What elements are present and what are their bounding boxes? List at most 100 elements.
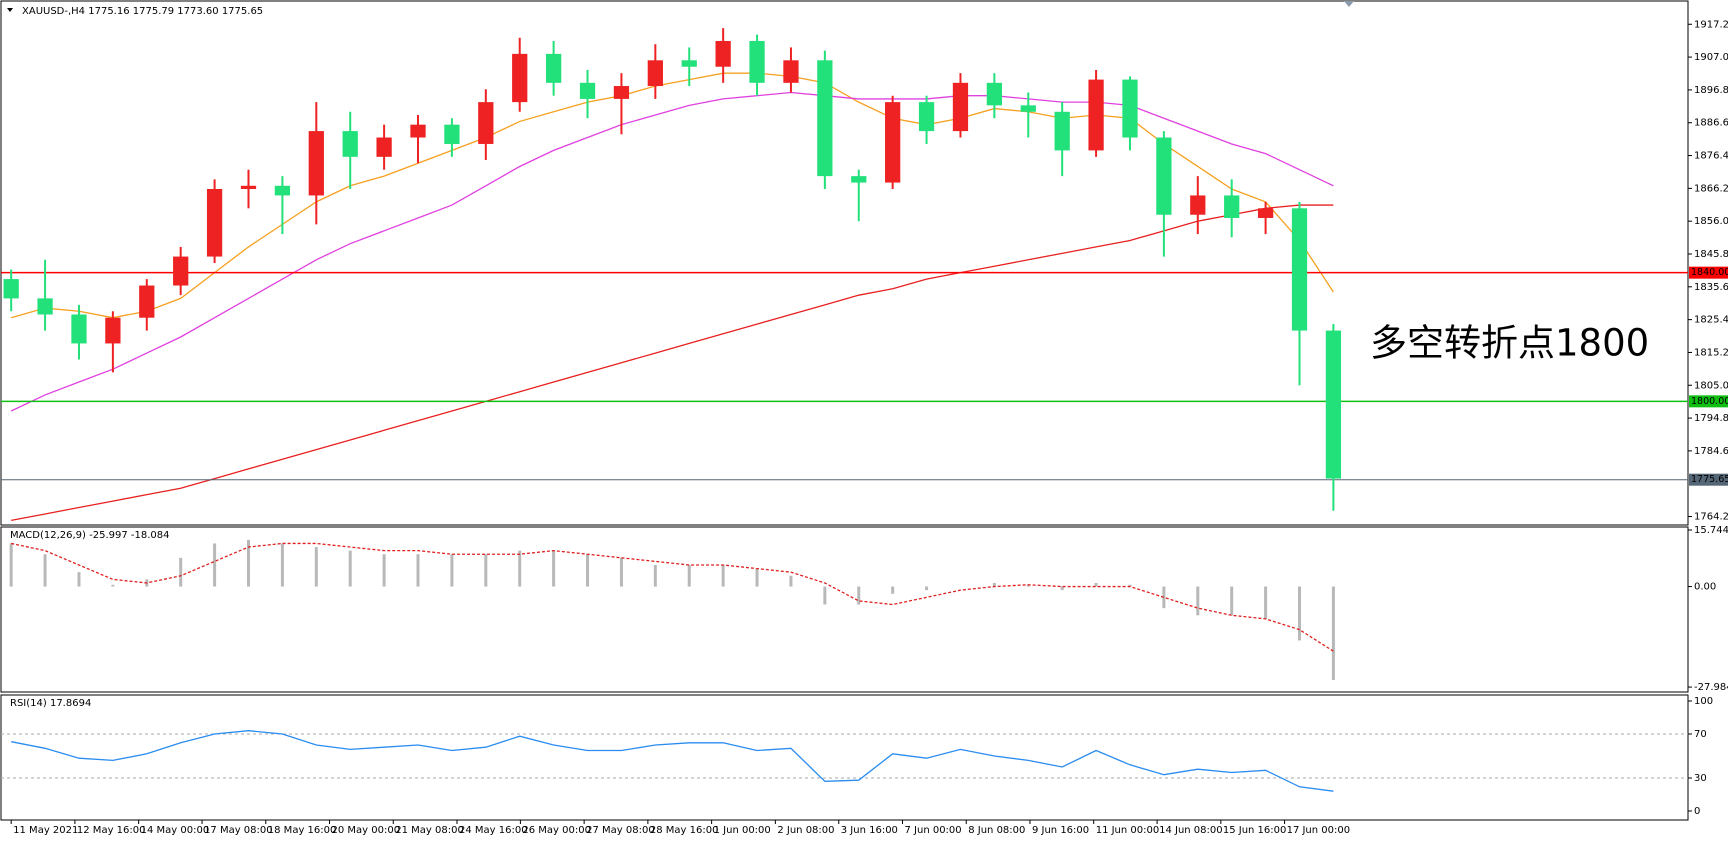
candle-body [986,82,1002,106]
x-tick-label: 28 May 16:00 [650,825,719,836]
candle-body [444,124,460,144]
candle-body [918,102,935,132]
x-tick-label: 18 May 16:00 [268,825,337,836]
x-tick-label: 11 Jun 00:00 [1096,825,1160,836]
x-tick-label: 11 May 2021 [13,825,78,836]
x-tick-label: 14 Jun 08:00 [1159,825,1223,836]
x-tick-label: 24 May 16:00 [459,825,528,836]
x-tick-label: 1 Jun 00:00 [714,825,771,836]
candle-body [37,298,53,315]
candle-body [749,41,765,83]
candle-body [715,41,731,67]
y-tick-label: 1917.20 [1694,19,1728,30]
moving-average [11,204,1334,522]
level-label: 1775.65 [1691,474,1728,485]
candle-body [681,60,697,67]
y-tick-label: 1866.20 [1694,183,1728,194]
candle-body [1291,208,1308,331]
candle-body [478,102,494,144]
candle-body [240,185,257,189]
candle-body [376,137,392,157]
y-tick-label: -27.984 [1694,682,1728,693]
y-tick-label: 1835.60 [1694,282,1728,293]
y-tick-label: 70 [1694,729,1707,740]
rsi-line [11,730,1334,792]
y-tick-label: 0 [1694,806,1700,817]
x-tick-label: 15 Jun 16:00 [1223,825,1287,836]
y-tick-label: 1876.40 [1694,151,1728,162]
signal-line [11,542,1334,652]
y-tick-label: 1856.00 [1694,216,1728,227]
x-tick-label: 21 May 08:00 [395,825,464,836]
candle-body [647,60,663,87]
candle-body [613,86,630,99]
candle-body [1054,111,1070,151]
candle-body [206,189,223,257]
moving-average [10,91,1334,412]
level-label-box [1689,473,1728,486]
y-tick-label: 1794.80 [1694,413,1728,424]
y-tick-label: 1907.00 [1694,52,1728,63]
shift-marker [1344,1,1354,7]
x-tick-label: 8 Jun 08:00 [968,825,1025,836]
rsi-title: RSI(14) 17.8694 [10,698,91,709]
x-tick-label: 7 Jun 00:00 [904,825,961,836]
candle-body [885,102,901,183]
x-tick-label: 12 May 16:00 [77,825,146,836]
candle-body [579,82,596,99]
y-tick-label: 1825.40 [1694,315,1728,326]
candle-body [1156,137,1172,215]
candle-body [3,279,19,299]
annotation: 多空转折点1800 [1370,322,1649,365]
symbol-icon [7,8,13,12]
candle-body [139,285,155,318]
candle-body [1325,330,1342,479]
candle-body [1122,79,1138,138]
level-label: 1800.00 [1691,396,1728,407]
candle-body [342,131,358,157]
macd-pane [0,526,1689,693]
candle-body [1190,195,1206,215]
level-label-box [1689,395,1728,408]
rsi-pane [0,694,1689,821]
candle-body [71,314,87,344]
y-tick-label: 1815.20 [1694,347,1728,358]
x-tick-label: 14 May 00:00 [141,825,210,836]
candle-body [817,60,833,177]
chart-title: XAUUSD-,H4 1775.16 1775.79 1773.60 1775.… [22,6,263,17]
y-tick-label: 100 [1694,696,1713,707]
y-tick-label: 30 [1694,773,1707,784]
candle-body [274,185,291,196]
candle-body [1088,79,1104,151]
candle-body [851,176,867,183]
level-label-box [1689,266,1728,279]
x-tick-label: 17 May 08:00 [204,825,273,836]
level-label: 1840.00 [1691,267,1728,278]
candle-body [783,60,799,83]
x-tick-label: 9 Jun 16:00 [1032,825,1089,836]
y-tick-label: 0.00 [1694,582,1716,593]
candle-body [1224,195,1240,218]
x-tick-label: 17 Jun 00:00 [1287,825,1351,836]
moving-average [10,72,1334,319]
x-tick-label: 26 May 00:00 [522,825,591,836]
candle-body [173,256,189,286]
y-tick-label: 1845.80 [1694,249,1728,260]
y-tick-label: 1896.80 [1694,85,1728,96]
candle-body [410,124,426,138]
candle-body [105,317,121,344]
candle-body [1020,105,1036,112]
candle-body [952,82,969,132]
price-pane [0,0,1689,526]
y-tick-label: 1764.20 [1694,512,1728,523]
y-tick-label: 1784.60 [1694,446,1728,457]
y-tick-label: 1805.00 [1694,380,1728,391]
x-tick-label: 20 May 00:00 [332,825,401,836]
candle-body [308,131,324,196]
candle-body [512,53,528,103]
y-tick-label: 1886.60 [1694,118,1728,129]
x-tick-label: 3 Jun 16:00 [841,825,898,836]
y-tick-label: 15.744 [1694,525,1728,536]
